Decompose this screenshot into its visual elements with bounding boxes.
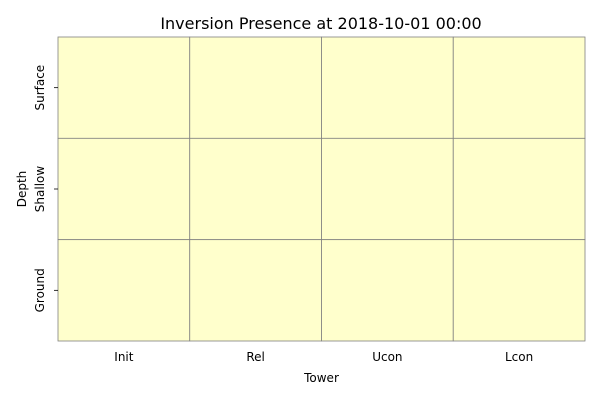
heatmap-cell-shallow-lcon <box>452 137 586 241</box>
y-axis-ticks: Surface Shallow Ground <box>33 65 58 312</box>
heatmap-cell-ground-rel <box>189 239 322 342</box>
y-tick-label-surface: Surface <box>33 65 47 111</box>
x-tick-label-lcon: Lcon <box>505 350 533 364</box>
x-tick-label-init: Init <box>114 350 133 364</box>
x-tick-label-ucon: Ucon <box>372 350 402 364</box>
heatmap-cell-surface-ucon <box>321 36 454 139</box>
heatmap-cell-ground-init <box>57 239 191 342</box>
y-tick-label-shallow: Shallow <box>33 166 47 213</box>
chart-title: Inversion Presence at 2018-10-01 00:00 <box>160 14 481 33</box>
heatmap-cells <box>57 36 586 342</box>
heatmap-cell-surface-lcon <box>452 36 586 139</box>
x-axis-ticks: Init Rel Ucon Lcon <box>114 350 533 364</box>
heatmap-cell-shallow-init <box>57 137 191 241</box>
y-axis-label: Depth <box>15 171 29 208</box>
heatmap-cell-shallow-rel <box>189 137 322 241</box>
heatmap-cell-surface-rel <box>189 36 322 139</box>
x-tick-label-rel: Rel <box>246 350 265 364</box>
x-axis-label: Tower <box>303 371 339 385</box>
y-tick-label-ground: Ground <box>33 268 47 312</box>
heatmap-cell-ground-ucon <box>321 239 454 342</box>
heatmap-cell-ground-lcon <box>452 239 586 342</box>
heatmap-cell-surface-init <box>57 36 191 139</box>
heatmap-cell-shallow-ucon <box>321 137 454 241</box>
